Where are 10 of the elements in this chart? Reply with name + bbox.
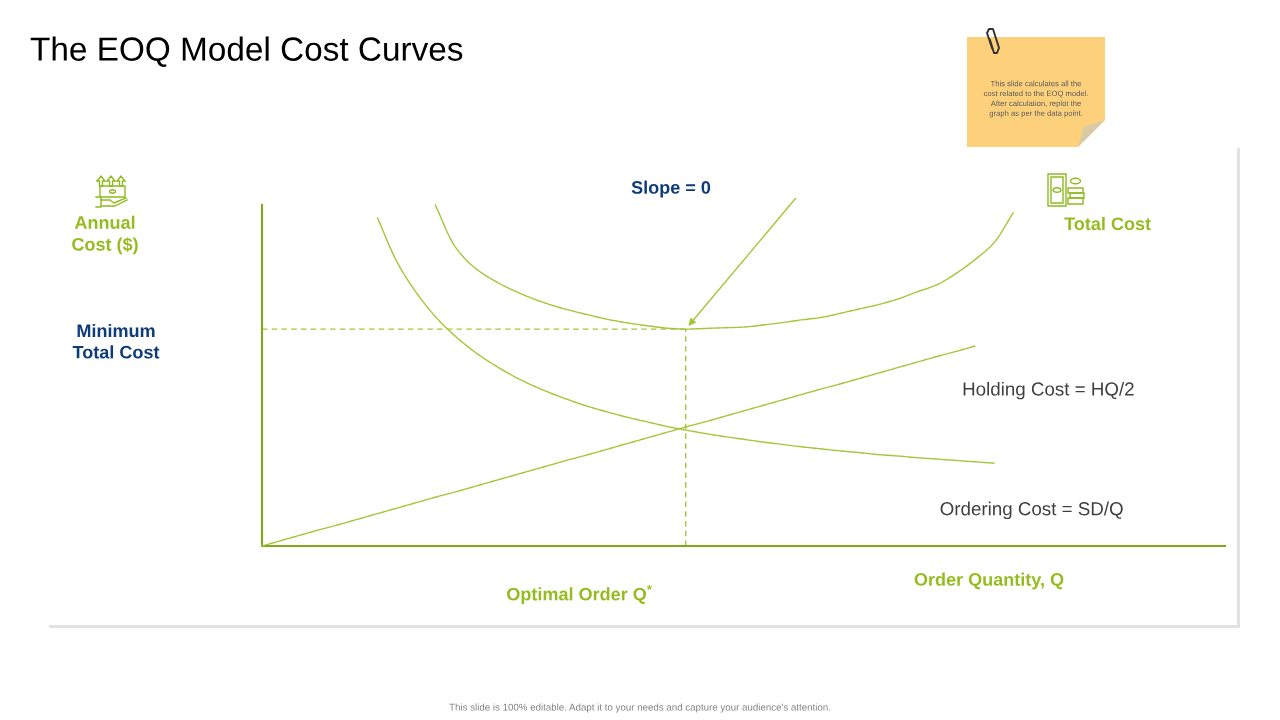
series-label: Holding Cost = HQ/2	[963, 381, 1134, 400]
x-axis-title: Order Quantity, Q	[914, 572, 1064, 590]
text: This slide is 100% editable. Adapt it to your needs and capture your audience's attention.	[449, 703, 831, 713]
text: Optimal Order Q$^{*}$	[507, 584, 652, 605]
text: Total Cost	[1064, 216, 1151, 231]
text: Slope = 0	[631, 180, 711, 198]
chart-title: The EOQ Model Cost Curves	[30, 36, 463, 67]
text: Ordering Cost = SD/Q	[940, 501, 1123, 520]
text: Minimum Total Cost	[72, 323, 160, 359]
text: Annual Cost ($)	[72, 215, 138, 255]
